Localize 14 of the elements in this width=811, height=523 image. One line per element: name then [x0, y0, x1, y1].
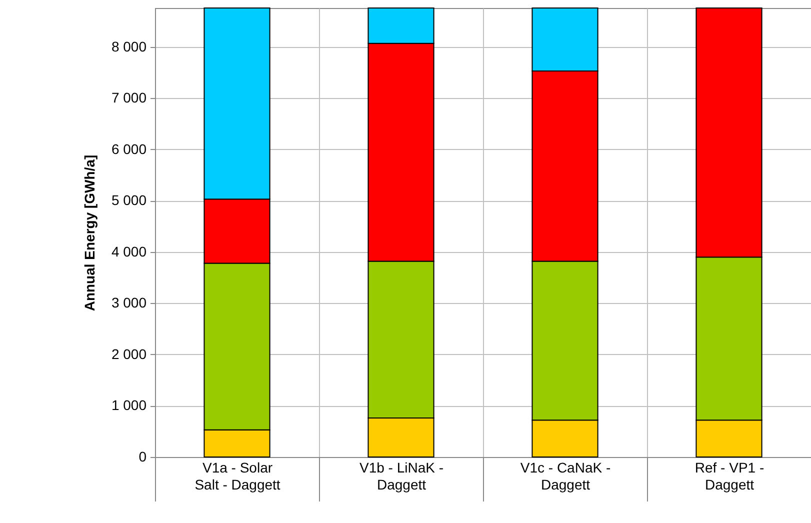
y-tick-label: 6 000	[111, 140, 147, 157]
y-tick-label: 8 000	[111, 38, 147, 54]
y-tick-label: 5 000	[111, 192, 147, 208]
y-tick-label: 2 000	[111, 346, 147, 362]
x-tick-label: V1b - LiNaK - Daggett	[359, 460, 444, 492]
y-tick-label: 1 000	[111, 397, 147, 414]
y-tick-label: 0	[138, 448, 147, 464]
y-tick-label: 4 000	[111, 243, 147, 260]
y-axis-title: Annual Energy [GWh/a]	[81, 154, 98, 312]
x-tick-label: V1a - Solar Salt - Daggett	[194, 460, 280, 492]
x-tick-label: Ref - VP1 - Daggett	[694, 460, 764, 492]
y-tick-label: 3 000	[111, 294, 147, 311]
x-tick-label: V1c - CaNaK - Daggett	[520, 460, 611, 492]
y-tick-label: 7 000	[111, 90, 147, 106]
